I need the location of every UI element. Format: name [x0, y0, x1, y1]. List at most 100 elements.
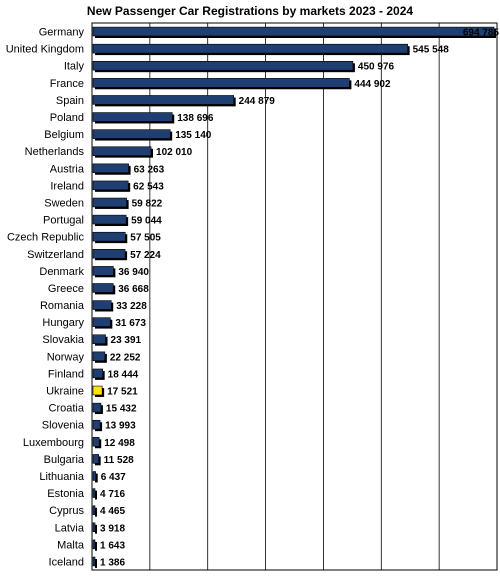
- category-label: France: [50, 78, 84, 90]
- category-label: Estonia: [47, 488, 85, 500]
- category-label: Czech Republic: [7, 232, 85, 244]
- bar: [92, 419, 101, 430]
- bar: [92, 43, 408, 54]
- value-label: 57 224: [130, 250, 161, 261]
- bar-shadow: [95, 473, 98, 483]
- value-label: 450 976: [358, 62, 395, 73]
- category-label: Austria: [50, 163, 85, 175]
- value-label: 57 505: [130, 233, 161, 244]
- bar: [92, 437, 100, 447]
- value-label: 31 673: [115, 318, 146, 329]
- bar: [92, 266, 114, 276]
- category-label: Sweden: [44, 197, 84, 209]
- category-label: Ireland: [50, 180, 84, 192]
- bar: [92, 129, 171, 139]
- value-label: 59 044: [131, 216, 162, 227]
- category-label: Spain: [56, 95, 84, 107]
- value-label: 135 140: [175, 130, 212, 141]
- bar: [92, 60, 354, 71]
- bar: [92, 146, 152, 156]
- bar: [92, 197, 127, 208]
- category-label: Lithuania: [39, 471, 85, 483]
- category-label: Hungary: [42, 317, 84, 329]
- category-label: Luxembourg: [23, 437, 84, 449]
- bar: [92, 505, 96, 515]
- value-label: 4 716: [100, 489, 125, 500]
- bar: [92, 249, 126, 259]
- value-label: 13 993: [105, 421, 136, 432]
- bar: [92, 78, 350, 88]
- category-label: Germany: [39, 27, 85, 39]
- bar: [92, 214, 127, 225]
- category-label: Slovenia: [42, 420, 85, 432]
- category-label: Greece: [48, 283, 84, 295]
- category-label: Poland: [50, 112, 84, 124]
- chart-title: New Passenger Car Registrations by marke…: [86, 4, 414, 18]
- bar-shadow: [95, 490, 97, 500]
- bar: [92, 454, 99, 464]
- bar: [92, 402, 102, 413]
- bar: [92, 283, 114, 293]
- bar-shadow: [95, 541, 97, 551]
- category-label: Belgium: [44, 129, 84, 141]
- bar: [92, 180, 129, 191]
- value-label: 244 879: [239, 96, 276, 107]
- category-label: Portugal: [43, 215, 84, 227]
- value-label: 22 252: [110, 352, 141, 363]
- bar: [92, 95, 234, 105]
- value-label: 1 643: [100, 540, 125, 551]
- value-label: 694 785: [463, 28, 500, 39]
- value-label: 15 432: [106, 404, 137, 415]
- category-label: Bulgaria: [44, 454, 85, 466]
- value-label: 11 528: [104, 455, 134, 466]
- value-label: 1 386: [100, 557, 125, 568]
- value-label: 102 010: [156, 147, 193, 158]
- bar: [92, 351, 106, 362]
- value-label: 12 498: [104, 438, 135, 449]
- bar: [92, 539, 96, 550]
- value-label: 33 228: [116, 301, 147, 312]
- value-label: 18 444: [108, 369, 139, 380]
- bar: [92, 385, 103, 396]
- value-label: 17 521: [107, 387, 138, 398]
- value-label: 6 437: [101, 472, 126, 483]
- category-label: Cyprus: [49, 505, 84, 517]
- value-label: 59 822: [132, 198, 163, 209]
- value-label: 62 543: [133, 181, 164, 192]
- category-label: Slovakia: [42, 334, 84, 346]
- value-label: 444 902: [354, 79, 391, 90]
- category-label: Croatia: [49, 403, 85, 415]
- value-label: 63 263: [134, 164, 165, 175]
- bar: [92, 317, 111, 327]
- bar: [92, 522, 96, 533]
- bar: [92, 26, 495, 37]
- value-label: 36 668: [118, 284, 149, 295]
- category-label: Norway: [47, 351, 85, 363]
- category-label: Switzerland: [27, 249, 84, 261]
- bar-shadow: [95, 559, 97, 568]
- category-label: United Kingdom: [6, 44, 84, 56]
- category-label: Netherlands: [25, 146, 85, 158]
- category-label: Italy: [64, 61, 85, 73]
- bar-shadow: [95, 524, 97, 534]
- bar: [92, 471, 97, 481]
- category-label: Ukraine: [46, 386, 84, 398]
- value-label: 36 940: [118, 267, 149, 278]
- bar: [92, 231, 126, 242]
- bar: [92, 112, 173, 122]
- bar: [92, 163, 129, 174]
- value-label: 23 391: [111, 335, 142, 346]
- bar: [92, 300, 112, 310]
- bar: [92, 488, 96, 498]
- category-label: Latvia: [55, 522, 85, 534]
- category-label: Romania: [40, 300, 85, 312]
- category-label: Denmark: [39, 266, 84, 278]
- bar: [92, 334, 106, 344]
- bar-shadow: [95, 507, 97, 517]
- bar: [92, 556, 96, 567]
- plot-frame: [91, 22, 498, 571]
- value-label: 4 465: [100, 506, 125, 517]
- value-label: 138 696: [177, 113, 214, 124]
- value-label: 545 548: [413, 45, 450, 56]
